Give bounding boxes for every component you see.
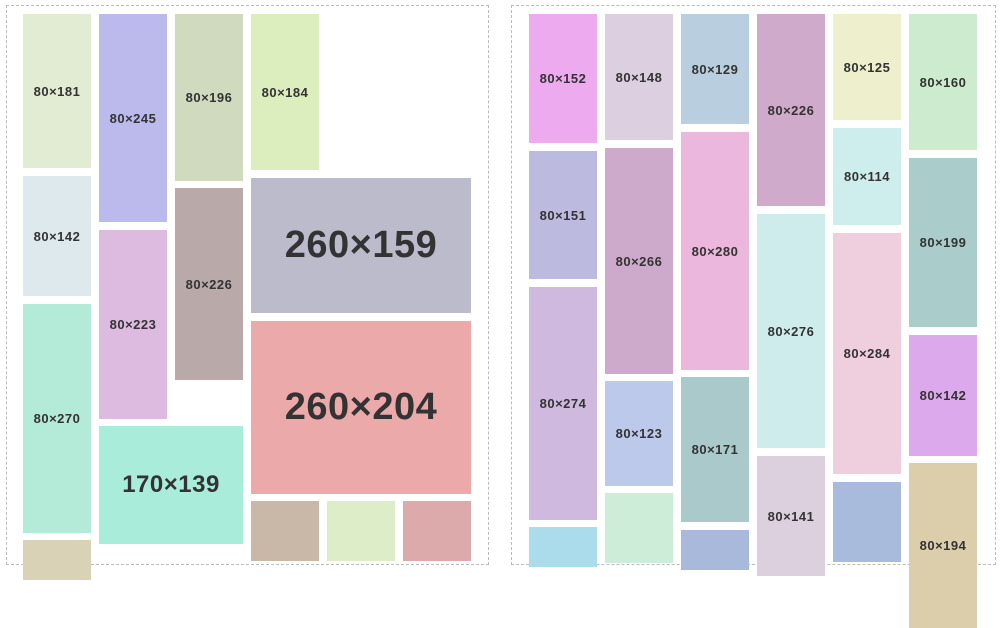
tile [251, 501, 319, 561]
tile: 80×266 [605, 148, 673, 374]
tile-label: 80×160 [919, 74, 967, 90]
tile-label: 80×151 [539, 207, 587, 223]
tile: 80×152 [529, 14, 597, 143]
tile: 80×284 [833, 233, 901, 474]
tile: 80×171 [681, 377, 749, 522]
tile-label: 80×152 [539, 71, 587, 86]
tile-label: 80×125 [843, 59, 891, 75]
tile: 80×196 [175, 14, 243, 181]
tile-label: 80×194 [919, 538, 967, 553]
tile-label: 80×142 [33, 228, 81, 244]
tile-label: 80×226 [767, 102, 815, 118]
tile: 80×141 [757, 456, 825, 576]
tile-label: 80×123 [615, 426, 663, 441]
tile: 80×280 [681, 132, 749, 370]
tile-label: 80×270 [33, 411, 81, 426]
tile: 80×245 [99, 14, 167, 222]
tile-label: 80×141 [767, 508, 815, 524]
tile: 80×199 [909, 158, 977, 327]
tile-label: 80×199 [919, 235, 967, 250]
tile [529, 527, 597, 567]
tile-label: 80×142 [919, 388, 967, 403]
tile: 80×181 [23, 14, 91, 168]
tile: 80×148 [605, 14, 673, 140]
tile: 80×142 [23, 176, 91, 296]
tile: 80×125 [833, 14, 901, 120]
tile [833, 482, 901, 562]
tile-label: 80×184 [261, 84, 309, 100]
page: (() => { const data = JSON.parse(documen… [6, 5, 996, 628]
tile-label: 80×274 [539, 396, 587, 411]
tile: 80×160 [909, 14, 977, 150]
tile: 80×129 [681, 14, 749, 124]
tile [23, 540, 91, 580]
tile: 80×194 [909, 463, 977, 628]
tile-label: 80×226 [185, 276, 233, 292]
tile-label: 80×223 [109, 317, 157, 332]
tile: 80×226 [757, 14, 825, 206]
tile-label: 80×276 [767, 323, 815, 339]
tile-label: 80×148 [615, 69, 663, 85]
tile-label: 80×284 [843, 346, 891, 361]
tile: 80×274 [529, 287, 597, 520]
tile: 260×204 [251, 321, 471, 494]
tile: 260×159 [251, 178, 471, 313]
tile-label: 170×139 [122, 471, 220, 498]
tile [681, 530, 749, 570]
tile: 80×184 [251, 14, 319, 170]
tile: 80×114 [833, 128, 901, 225]
tile-label: 80×114 [843, 169, 891, 184]
tile: 80×151 [529, 151, 597, 279]
tile [327, 501, 395, 561]
tile-label: 80×266 [615, 253, 663, 269]
tile-label: 80×181 [33, 83, 81, 99]
tile-label: 80×280 [691, 243, 739, 259]
tile: 80×270 [23, 304, 91, 533]
tile-label: 80×245 [109, 110, 157, 126]
tile: 80×276 [757, 214, 825, 448]
tile-label: 80×196 [185, 90, 233, 105]
tile: 80×123 [605, 381, 673, 486]
tile-label: 80×171 [691, 442, 739, 457]
tile [403, 501, 471, 561]
tile: 170×139 [99, 426, 243, 544]
tile-label: 260×204 [284, 386, 438, 428]
tile: 80×142 [909, 335, 977, 456]
tile: 80×226 [175, 188, 243, 380]
tile-label: 80×129 [691, 61, 739, 77]
tile: 80×223 [99, 230, 167, 419]
tile [605, 493, 673, 563]
tile-label: 260×159 [284, 224, 438, 266]
